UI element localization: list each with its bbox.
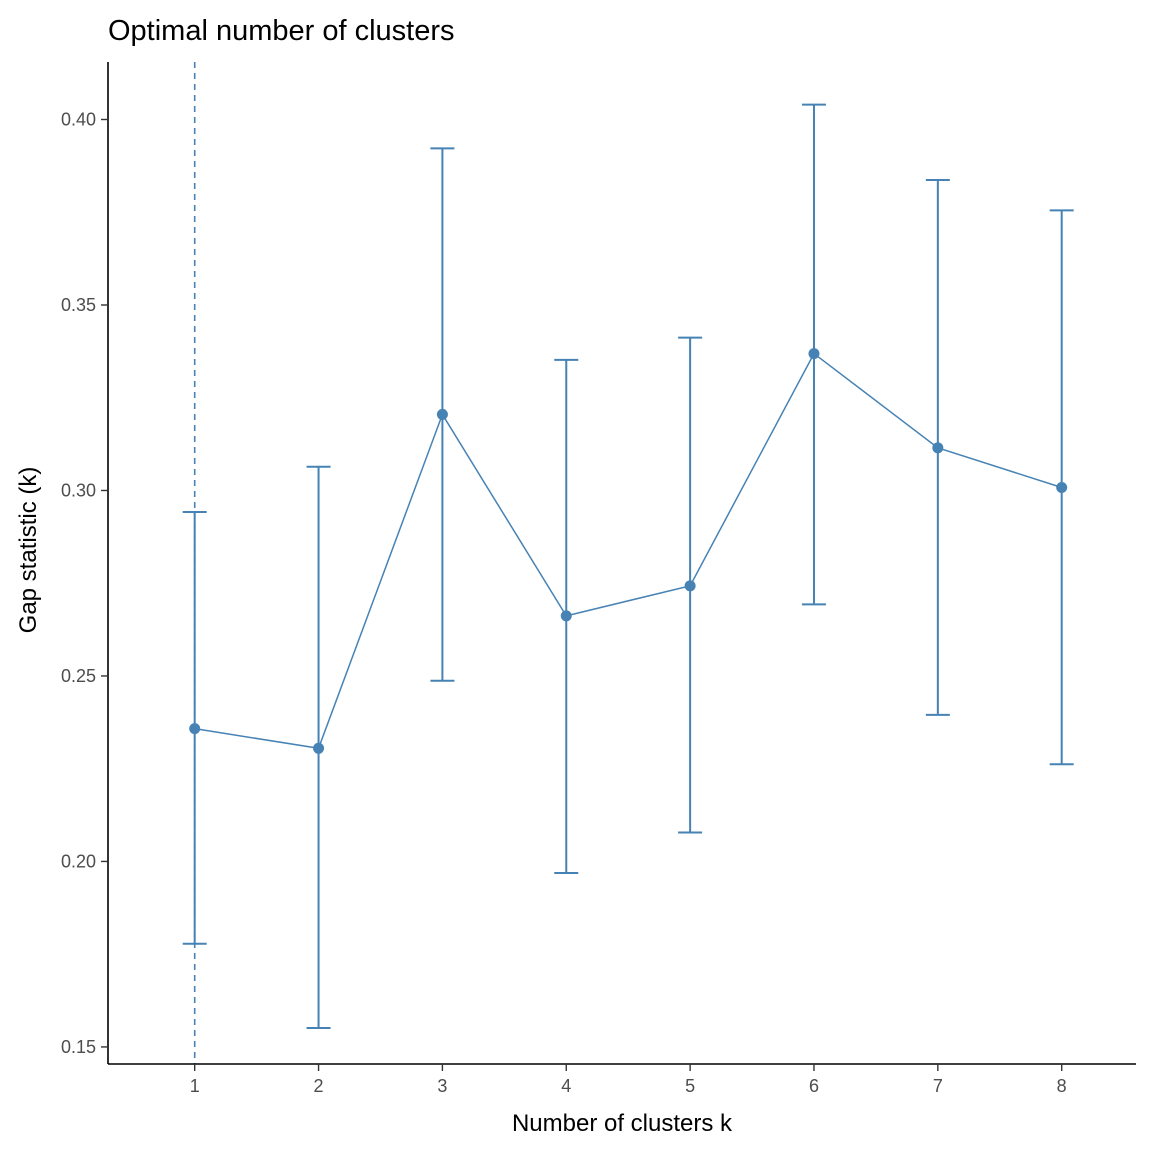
data-point <box>436 408 448 420</box>
y-tick-label: 0.15 <box>61 1037 96 1057</box>
data-point <box>808 348 820 360</box>
chart-title: Optimal number of clusters <box>108 15 455 47</box>
y-tick-label: 0.30 <box>61 480 96 500</box>
x-tick-label: 1 <box>190 1076 200 1096</box>
x-tick-label: 8 <box>1057 1076 1067 1096</box>
data-point <box>1056 482 1068 494</box>
y-tick-label: 0.35 <box>61 295 96 315</box>
data-point <box>313 742 325 754</box>
x-axis-title: Number of clusters k <box>512 1110 733 1137</box>
x-tick-label: 3 <box>437 1076 447 1096</box>
y-axis-title: Gap statistic (k) <box>15 467 42 634</box>
axes: 1 2 3 4 5 6 7 8 0.15 0.20 0.25 0.30 0.35 0.40 <box>61 62 1136 1096</box>
series-line <box>194 352 1062 750</box>
y-tick-label: 0.20 <box>61 851 96 871</box>
x-tick-label: 7 <box>933 1076 943 1096</box>
plot-area <box>182 62 1074 1064</box>
x-tick-label: 4 <box>561 1076 571 1096</box>
x-tick-label: 5 <box>685 1076 695 1096</box>
y-tick-label: 0.40 <box>61 110 96 130</box>
data-point <box>684 580 696 592</box>
data-point <box>189 723 201 735</box>
x-tick-label: 6 <box>809 1076 819 1096</box>
data-point <box>560 610 572 622</box>
x-tick-label: 2 <box>314 1076 324 1096</box>
y-tick-label: 0.25 <box>61 666 96 686</box>
data-point <box>932 442 944 454</box>
